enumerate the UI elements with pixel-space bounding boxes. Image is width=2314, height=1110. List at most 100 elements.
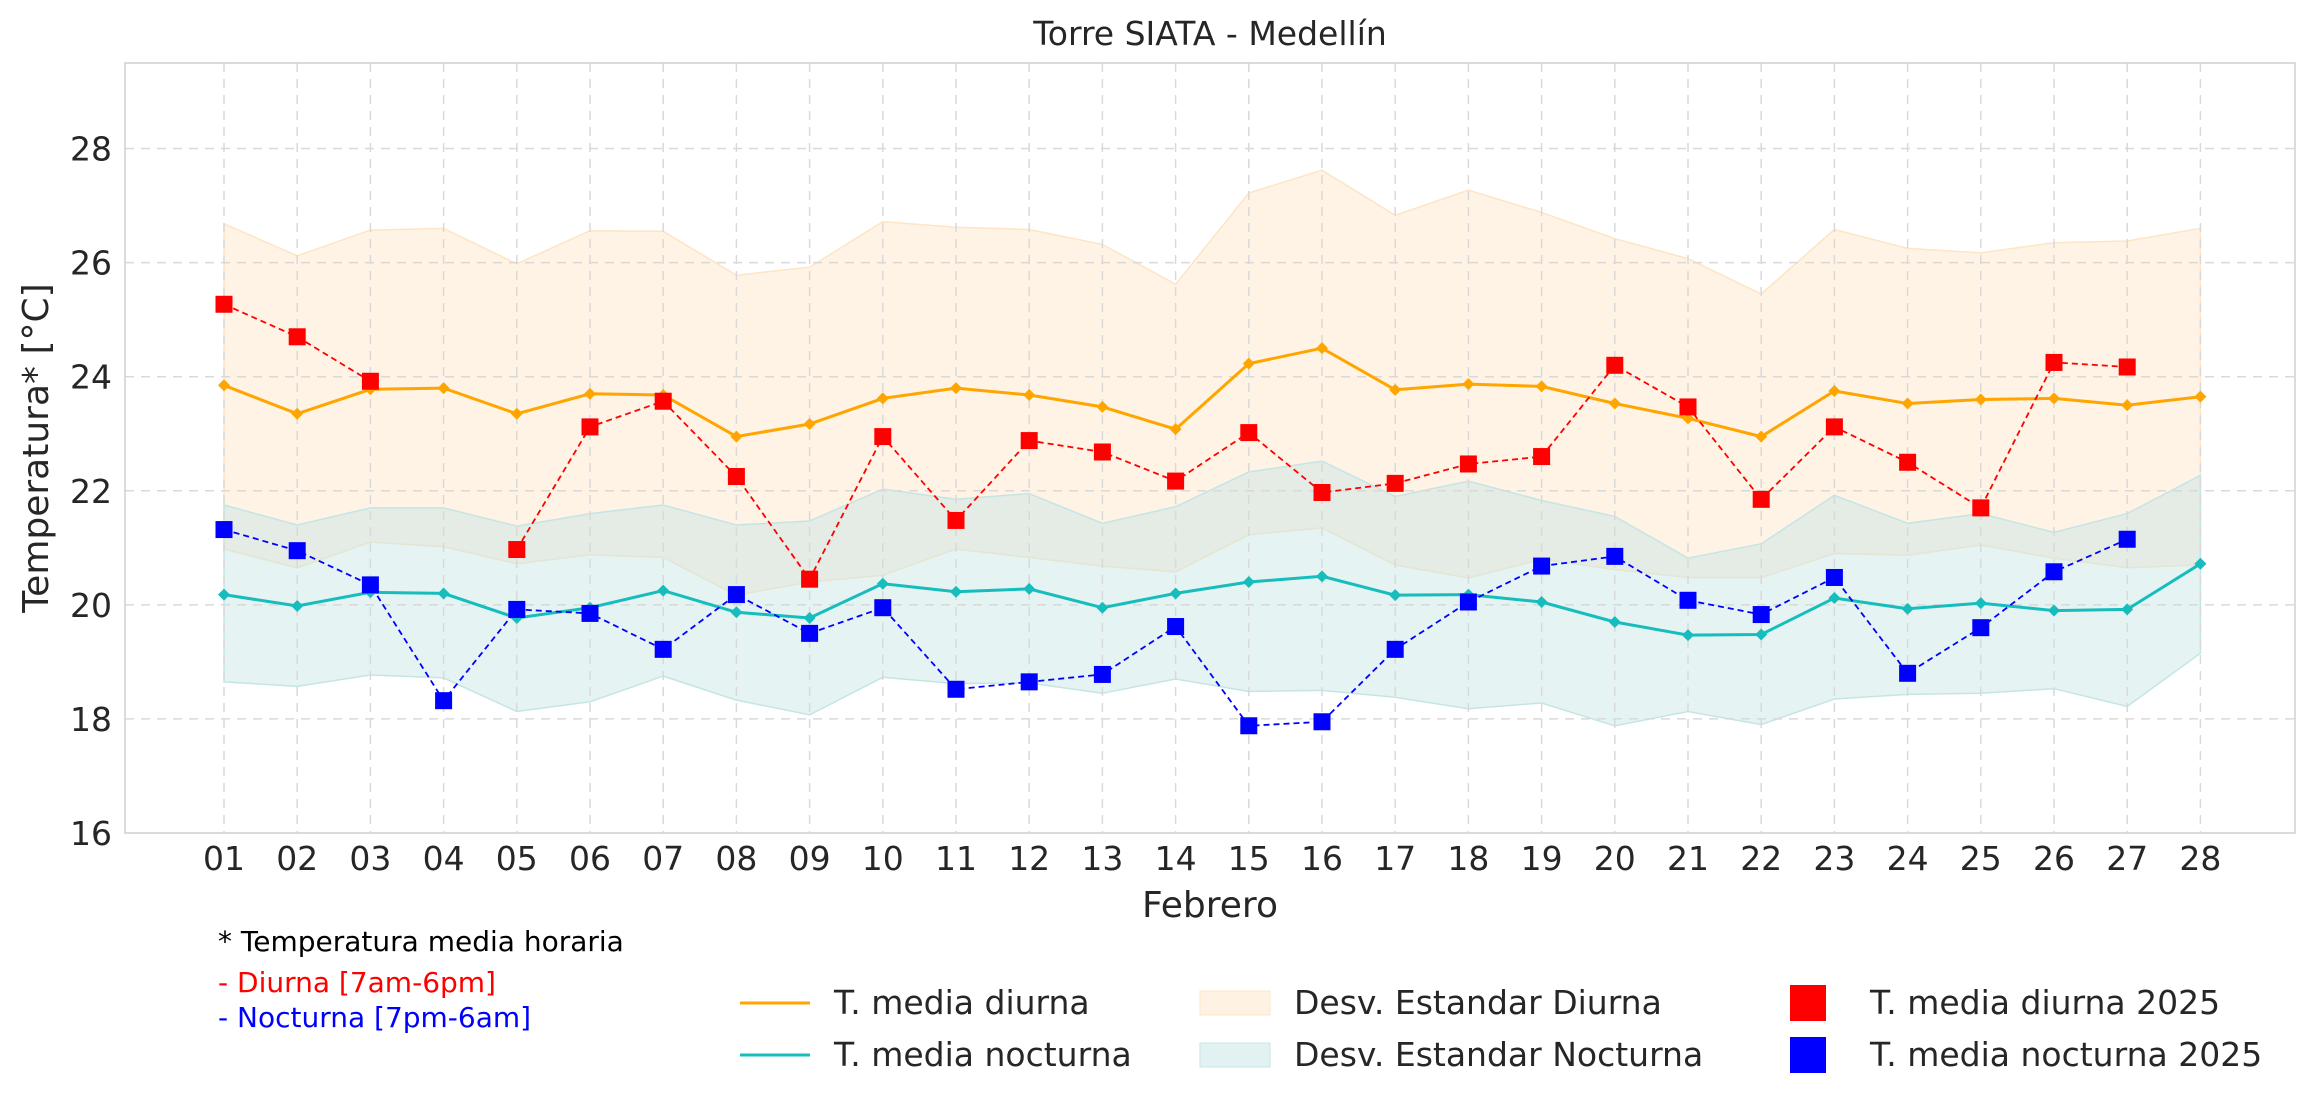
diurnal-mean-point	[1169, 423, 1182, 436]
diurnal-mean-point	[1316, 342, 1328, 355]
x-tick-label: 12	[1008, 839, 1050, 878]
nocturnal-2025-marker	[874, 599, 892, 617]
nocturnal-mean-point	[803, 611, 816, 624]
nocturnal-2025-marker	[1679, 591, 1697, 609]
nocturnal-2025-marker	[1020, 673, 1038, 691]
nocturnal-2025-marker	[947, 680, 965, 698]
nocturnal-mean-point	[2194, 557, 2207, 570]
nocturnal-2025-marker	[1093, 665, 1111, 683]
note-nighttime: - Nocturna [7pm-6am]	[218, 1001, 531, 1034]
x-tick-label: 15	[1228, 839, 1270, 878]
note-daytime: - Diurna [7am-6pm]	[218, 966, 496, 999]
diurnal-2025-marker	[801, 570, 819, 588]
diurnal-mean-point	[1462, 378, 1475, 391]
diurnal-2025-marker	[1533, 448, 1551, 466]
nocturnal-mean-point	[218, 588, 230, 601]
chart-title: Torre SIATA - Medellín	[1032, 14, 1387, 53]
diurnal-mean-point	[1608, 397, 1621, 410]
legend-band-swatch	[1199, 1042, 1271, 1068]
legend-entry: Desv. Estandar Nocturna	[1199, 1035, 1703, 1074]
legend-marker-swatch	[1790, 1037, 1826, 1073]
diurnal-2025-marker	[1752, 490, 1770, 508]
nocturnal-mean-point	[1828, 592, 1841, 605]
nocturnal-2025-marker	[2118, 530, 2136, 548]
diurnal-mean-point	[1096, 400, 1109, 413]
nocturnal-mean-point	[1096, 601, 1109, 614]
x-tick-label: 17	[1374, 839, 1416, 878]
diurnal-2025-marker	[2045, 353, 2063, 371]
nocturnal-mean-point	[657, 584, 670, 597]
x-tick-label: 06	[569, 839, 611, 878]
y-tick-label: 16	[70, 814, 112, 853]
diurnal-mean-point	[291, 407, 304, 420]
y-tick-label: 22	[70, 472, 112, 511]
diurnal-2025-marker	[361, 372, 379, 390]
legend: T. media diurna T. media nocturna Desv. Es…	[740, 983, 2262, 1074]
diurnal-2025-marker	[1020, 432, 1038, 450]
nocturnal-mean-point	[876, 577, 889, 590]
diurnal-mean-point	[2121, 399, 2134, 412]
legend-label: T. media diurna	[833, 983, 1090, 1022]
legend-entry: T. media diurna	[740, 983, 1090, 1022]
x-tick-label: 27	[2106, 839, 2148, 878]
x-tick-label: 20	[1594, 839, 1636, 878]
nocturnal-mean-point	[730, 606, 743, 619]
nocturnal-2025-marker	[1533, 557, 1551, 575]
plot-frame	[124, 62, 2296, 834]
x-tick-label: 24	[1887, 839, 1929, 878]
y-axis-label: Temperatura* [°C]	[16, 283, 57, 613]
grid-lines	[125, 63, 2295, 833]
x-tick-label: 18	[1447, 839, 1489, 878]
x-tick-label: 10	[862, 839, 904, 878]
diurnal-mean-point	[218, 379, 230, 392]
nocturnal-2025-marker	[288, 542, 306, 560]
x-tick-label: 14	[1155, 839, 1197, 878]
nocturnal-2025-marker	[1459, 593, 1477, 611]
legend-label: T. media diurna 2025	[1869, 983, 2220, 1022]
diurnal-mean-point	[803, 418, 816, 431]
nocturnal-mean-point	[1974, 597, 1987, 610]
nocturnal-2025-marker	[801, 624, 819, 642]
diurnal-mean-line	[223, 346, 2201, 439]
y-tick-label: 24	[70, 358, 112, 397]
diurnal-2025-marker	[581, 418, 599, 436]
diurnal-mean-point	[1023, 388, 1036, 401]
nocturnal-2025-marker	[361, 576, 379, 594]
diurnal-2025-marker	[1240, 424, 1258, 442]
diurnal-mean-point	[1535, 380, 1548, 393]
legend-label: T. media nocturna	[833, 1035, 1132, 1074]
nocturnal-mean-point	[291, 599, 304, 612]
nocturnal-mean-point	[2048, 604, 2060, 617]
nocturnal-2025-marker	[1167, 618, 1185, 636]
nocturnal-mean-point	[437, 587, 450, 600]
x-tick-label: 13	[1081, 839, 1123, 878]
diurnal-mean-point	[950, 382, 962, 395]
diurnal-2025-marker	[1899, 453, 1917, 471]
legend-band-swatch	[1199, 990, 1271, 1016]
diurnal-mean-point	[1242, 357, 1255, 370]
nocturnal-mean-point	[1316, 570, 1328, 583]
nocturnal-2025-marker	[1386, 640, 1404, 658]
nocturnal-mean-point	[1023, 582, 1036, 595]
diurnal-mean-point	[2048, 392, 2060, 405]
x-tick-label: 21	[1667, 839, 1709, 878]
nocturnal-mean-point	[1389, 589, 1402, 602]
std-bands	[223, 169, 2202, 727]
nocturnal-mean-point	[2121, 603, 2134, 616]
nocturnal-2025-marker	[508, 600, 526, 618]
x-tick-label: 19	[1521, 839, 1563, 878]
diurnal-2025-marker	[1386, 474, 1404, 492]
diurnal-mean-point	[1901, 397, 1914, 410]
x-tick-label: 04	[423, 839, 465, 878]
axes: 01 02 03 04 05 06 07 08 09 10 11 12 13 14 15 16 17 18 19 20…	[70, 130, 2221, 878]
y-tick-label: 26	[70, 244, 112, 283]
legend-entry: T. media diurna 2025	[1790, 983, 2220, 1022]
diurnal-2025-marker	[288, 328, 306, 346]
nocturnal-mean-point	[1682, 629, 1694, 642]
x-tick-label: 28	[2179, 839, 2221, 878]
diurnal-2025-marker	[215, 295, 233, 313]
diurnal-mean-point	[1389, 383, 1402, 396]
nocturnal-2025-marker	[1899, 664, 1917, 682]
diurnal-2025-marker	[1679, 398, 1697, 416]
